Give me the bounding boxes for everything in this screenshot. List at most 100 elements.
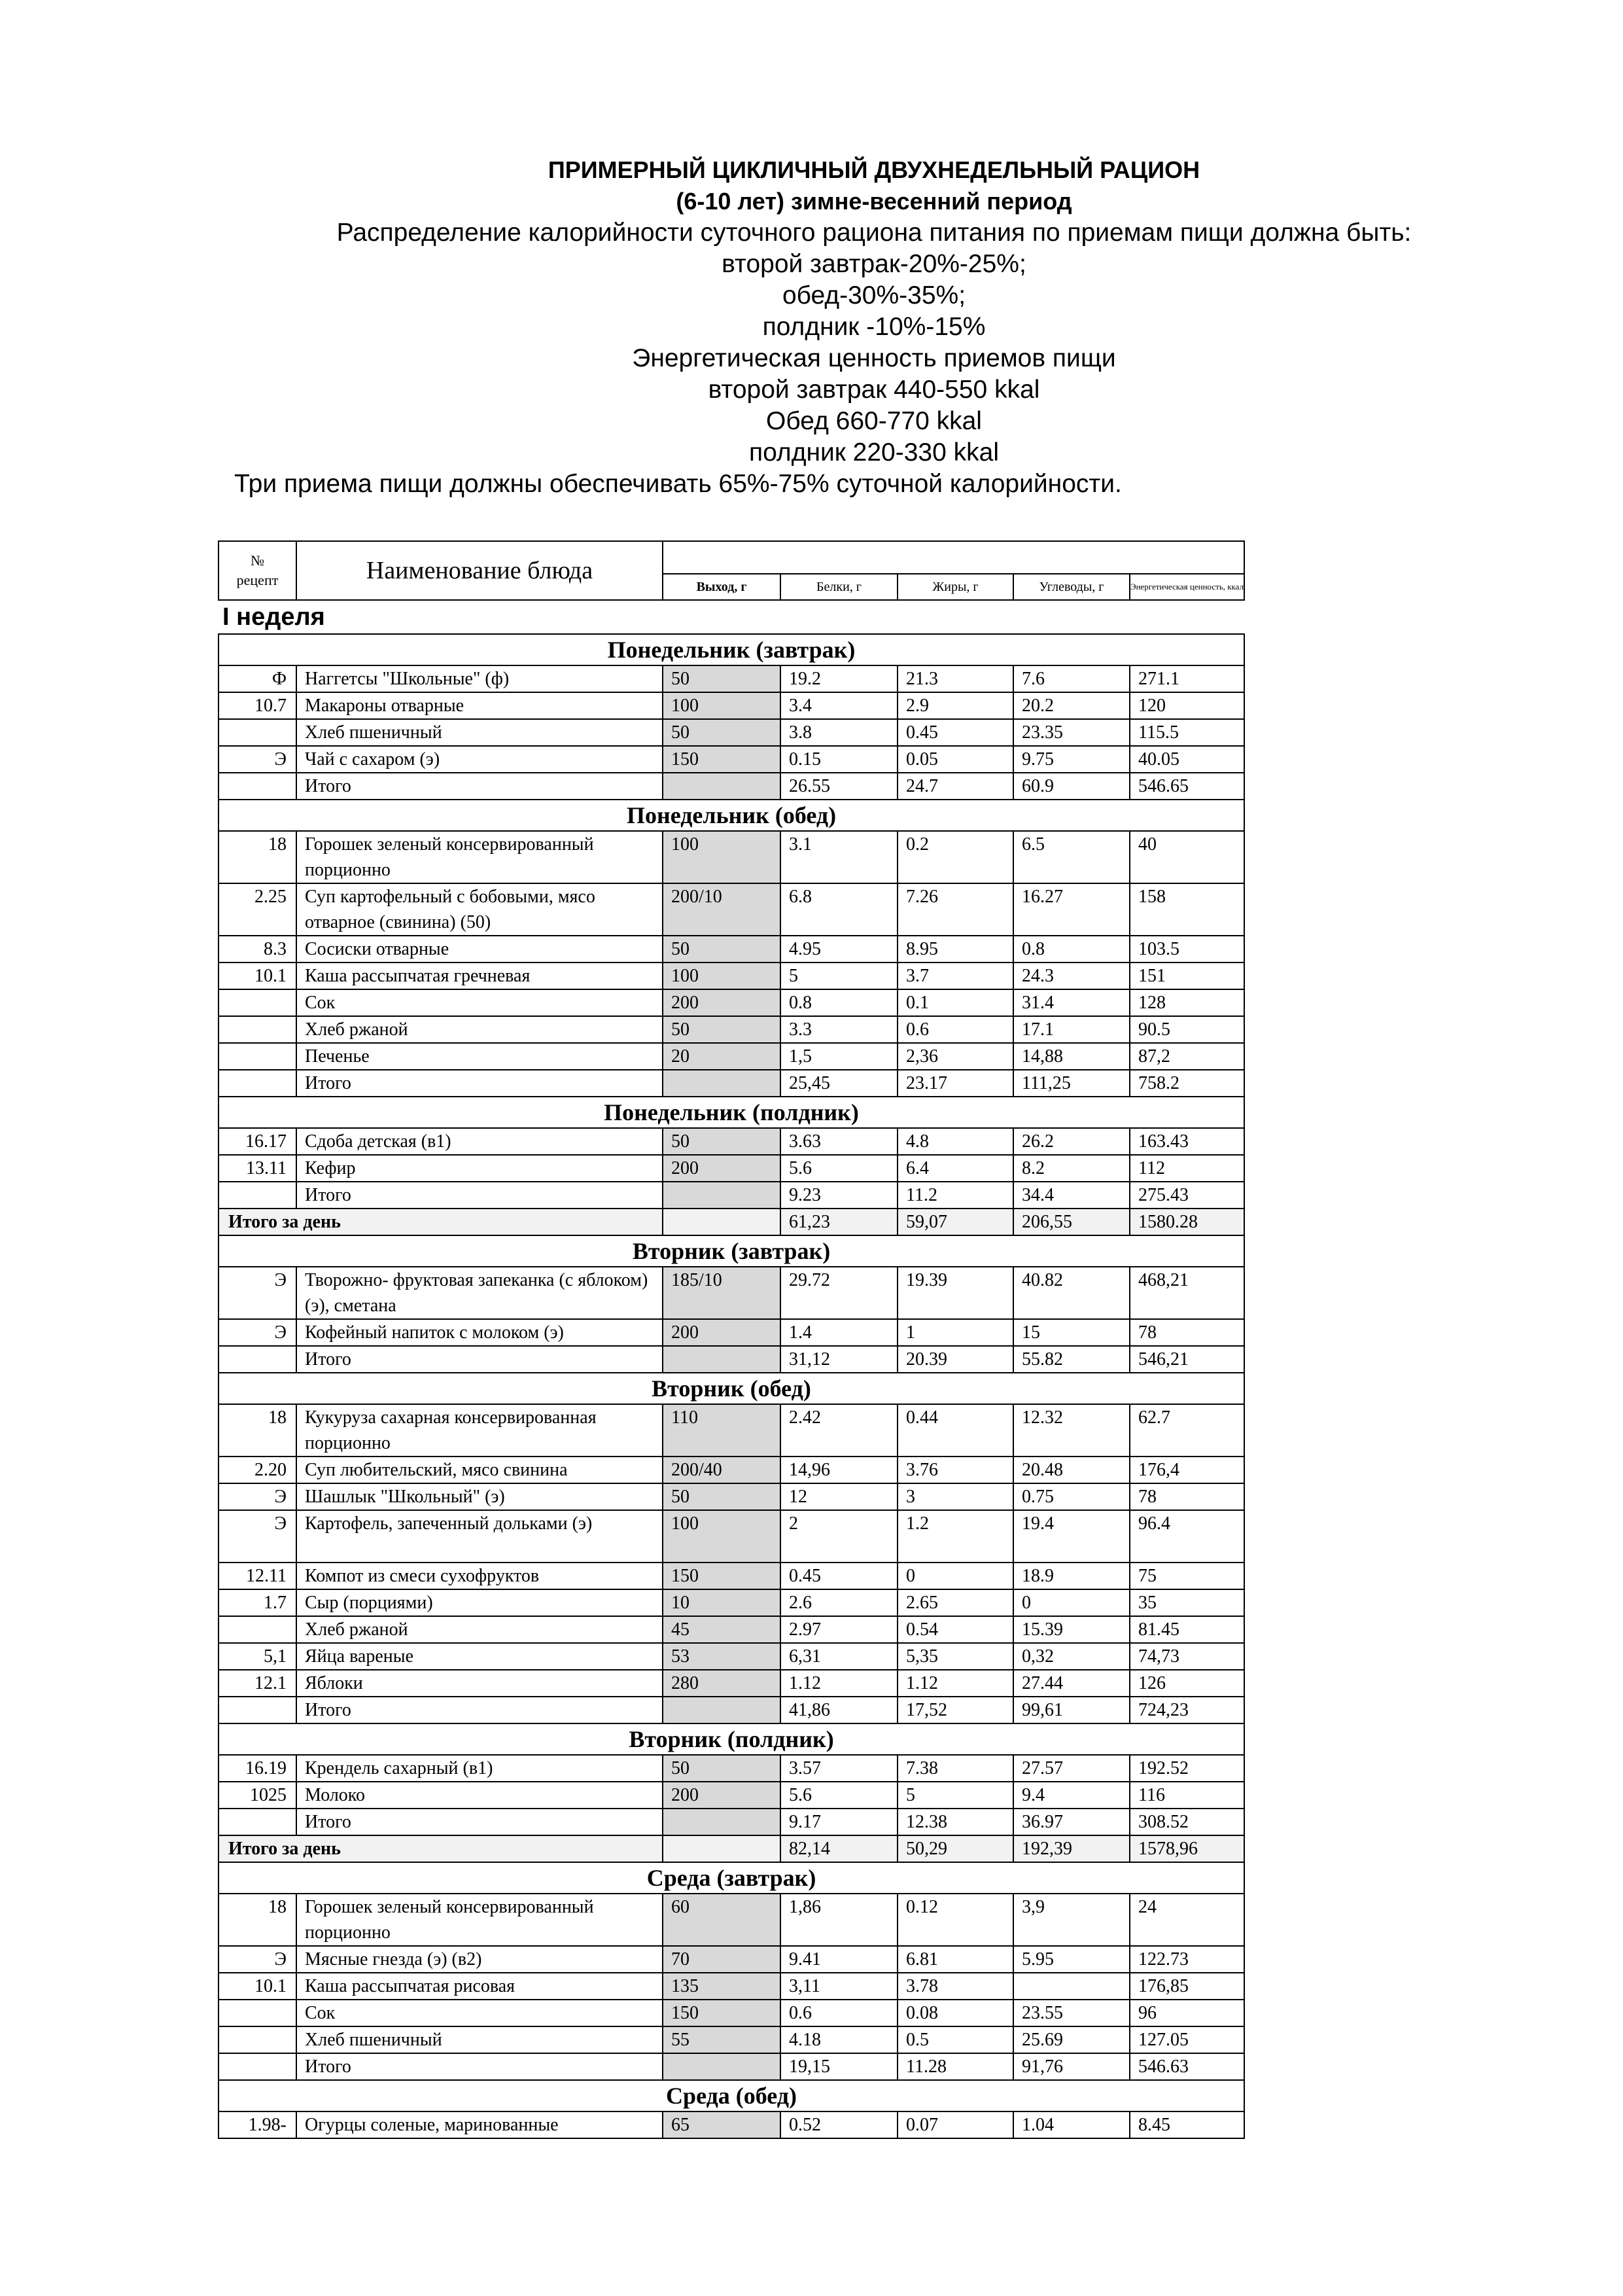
- meal-section-title: Среда (завтрак): [217, 1862, 1246, 1894]
- recipe-number-cell: 2.25: [218, 883, 297, 936]
- energy-cell: 115.5: [1128, 718, 1246, 747]
- yield-cell: 100: [662, 962, 781, 990]
- proteins-cell: 9.41: [780, 1945, 898, 1973]
- proteins-cell: 12: [780, 1483, 898, 1511]
- proteins-cell: 9.23: [780, 1181, 898, 1209]
- proteins-cell: 1.12: [780, 1669, 898, 1697]
- energy-cell: 176,85: [1128, 1972, 1246, 2000]
- energy-cell: 87,2: [1128, 1042, 1246, 1070]
- dish-row: Хлеб пшеничный 55 4.18 0.5 25.69 127.05: [218, 2026, 1246, 2054]
- dish-name-cell: Кефир: [296, 1154, 663, 1182]
- energy-cell: 40: [1128, 830, 1246, 884]
- dish-row: 10.1 Каша рассыпчатая рисовая 135 3,11 3.78 1…: [218, 1972, 1246, 2000]
- dish-row: Сок 200 0.8 0.1 31.4 128: [218, 989, 1246, 1017]
- dish-row: Печенье 20 1,5 2,36 14,88 87,2: [218, 1042, 1246, 1070]
- yield-cell: 53: [662, 1642, 781, 1670]
- fats-cell: 5: [897, 1781, 1014, 1809]
- fats-cell: 0.08: [897, 1999, 1014, 2027]
- energy-cell: 271.1: [1128, 665, 1246, 693]
- proteins-cell: 19.2: [780, 665, 898, 693]
- proteins-cell: 6.8: [780, 883, 898, 936]
- intro-line: Обед 660-770 kkal: [766, 407, 982, 435]
- energy-cell: 112: [1128, 1154, 1246, 1182]
- recipe-number-cell: 5,1: [218, 1642, 297, 1670]
- meal-total-row: Итого 9.23 11.2 34.4 275.43: [218, 1181, 1246, 1209]
- yield-cell: [662, 1208, 781, 1236]
- carbs-cell: 3,9: [1013, 1893, 1130, 1947]
- recipe-number-cell: Ф: [218, 665, 297, 693]
- energy-cell: 546.63: [1128, 2053, 1246, 2081]
- dish-row: 18 Кукуруза сахарная консервированная пор…: [218, 1404, 1246, 1457]
- meal-total-row: Итого 19,15 11.28 91,76 546.63: [218, 2053, 1246, 2081]
- proteins-cell: 3.3: [780, 1016, 898, 1044]
- fats-cell: 0.2: [897, 830, 1014, 884]
- header-dish-name: Наименование блюда: [296, 540, 663, 601]
- proteins-cell: 31,12: [780, 1345, 898, 1373]
- dish-name-cell: Хлеб ржаной: [296, 1016, 663, 1044]
- dish-row: Э Шашлык "Школьный" (э) 50 12 3 0.75 78: [218, 1483, 1246, 1511]
- fats-cell: 19.39: [897, 1266, 1014, 1320]
- energy-cell: 158: [1128, 883, 1246, 936]
- day-total-label: Итого за день: [218, 1835, 663, 1863]
- dish-row: 12.11 Компот из смеси сухофруктов 150 0.45 0…: [218, 1562, 1246, 1590]
- dish-name-cell: Хлеб пшеничный: [296, 718, 663, 747]
- fats-cell: 0.45: [897, 718, 1014, 747]
- carbs-cell: 26.2: [1013, 1127, 1130, 1156]
- fats-cell: 24.7: [897, 772, 1014, 800]
- energy-cell: 116: [1128, 1781, 1246, 1809]
- carbs-cell: [1013, 1972, 1130, 2000]
- dish-name-cell: Огурцы соленые, маринованные: [296, 2111, 663, 2139]
- fats-cell: 59,07: [897, 1208, 1014, 1236]
- proteins-cell: 3,11: [780, 1972, 898, 2000]
- header-energy: Энергетическая ценность, ккал: [1128, 573, 1246, 601]
- recipe-number-cell: 10.7: [218, 692, 297, 720]
- recipe-number-cell: [218, 2053, 297, 2081]
- energy-cell: 122.73: [1128, 1945, 1246, 1973]
- proteins-cell: 4.95: [780, 935, 898, 963]
- carbs-cell: 23.55: [1013, 1999, 1130, 2027]
- fats-cell: 6.4: [897, 1154, 1014, 1182]
- proteins-cell: 0.6: [780, 1999, 898, 2027]
- fats-cell: 7.38: [897, 1754, 1014, 1782]
- yield-cell: 200: [662, 1781, 781, 1809]
- energy-cell: 24: [1128, 1893, 1246, 1947]
- recipe-number-cell: Э: [218, 1266, 297, 1320]
- carbs-cell: 24.3: [1013, 962, 1130, 990]
- yield-cell: 150: [662, 1999, 781, 2027]
- carbs-cell: 14,88: [1013, 1042, 1130, 1070]
- dish-name-cell: Творожно- фруктовая запеканка (с яблоком…: [296, 1266, 663, 1320]
- dish-row: 16.19 Крендель сахарный (в1) 50 3.57 7.38 27.…: [218, 1754, 1246, 1782]
- energy-cell: 78: [1128, 1318, 1246, 1347]
- header-fats: Жиры, г: [897, 573, 1014, 601]
- dish-row: 13.11 Кефир 200 5.6 6.4 8.2 112: [218, 1154, 1246, 1182]
- recipe-number-cell: [218, 1616, 297, 1644]
- energy-cell: 128: [1128, 989, 1246, 1017]
- day-total-row: Итого за день 61,23 59,07 206,55 1580.28: [218, 1208, 1246, 1236]
- carbs-cell: 15.39: [1013, 1616, 1130, 1644]
- fats-cell: 0.5: [897, 2026, 1014, 2054]
- dish-row: Э Кофейный напиток с молоком (э) 200 1.4 1 15…: [218, 1318, 1246, 1347]
- fats-cell: 20.39: [897, 1345, 1014, 1373]
- carbs-cell: 31.4: [1013, 989, 1130, 1017]
- fats-cell: 11.28: [897, 2053, 1014, 2081]
- recipe-number-cell: 8.3: [218, 935, 297, 963]
- proteins-cell: 4.18: [780, 2026, 898, 2054]
- energy-cell: 35: [1128, 1589, 1246, 1617]
- proteins-cell: 9.17: [780, 1808, 898, 1836]
- fats-cell: 0.12: [897, 1893, 1014, 1947]
- proteins-cell: 29.72: [780, 1266, 898, 1320]
- dish-row: 2.20 Суп любительский, мясо свинина 200/40…: [218, 1456, 1246, 1484]
- dish-name-cell: Яйца вареные: [296, 1642, 663, 1670]
- dish-name-cell: Горошек зеленый консервированный порцион…: [296, 1893, 663, 1947]
- dish-name-cell: Итого: [296, 1345, 663, 1373]
- fats-cell: 0.05: [897, 745, 1014, 773]
- dish-row: 10.7 Макароны отварные 100 3.4 2.9 20.2 120: [218, 692, 1246, 720]
- dish-row: 8.3 Сосиски отварные 50 4.95 8.95 0.8 103.5: [218, 935, 1246, 963]
- energy-cell: 96: [1128, 1999, 1246, 2027]
- recipe-number-cell: 2.20: [218, 1456, 297, 1484]
- dish-name-cell: Мясные гнезда (э) (в2): [296, 1945, 663, 1973]
- day-total-row: Итого за день 82,14 50,29 192,39 1578,96: [218, 1835, 1246, 1863]
- yield-cell: 55: [662, 2026, 781, 2054]
- proteins-cell: 5: [780, 962, 898, 990]
- document-intro: ПРИМЕРНЫЙ ЦИКЛИЧНЫЙ ДВУХНЕДЕЛЬНЫЙ РАЦИОН…: [131, 154, 1617, 468]
